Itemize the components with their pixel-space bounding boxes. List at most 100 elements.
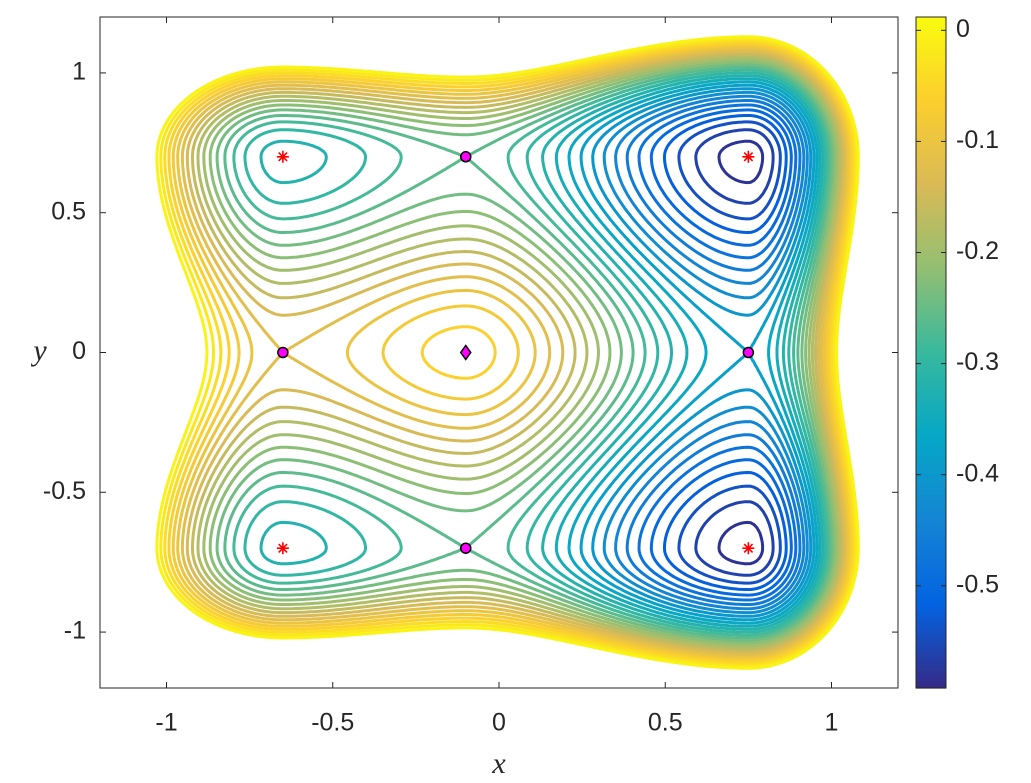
- colorbar-band: [916, 57, 946, 62]
- colorbar-band: [916, 184, 946, 189]
- colorbar-band: [916, 181, 946, 186]
- colorbar-band: [916, 194, 946, 199]
- colorbar-band: [916, 610, 946, 615]
- contour-line: [167, 41, 854, 664]
- contour-line: [159, 37, 858, 668]
- colorbar-band: [916, 677, 946, 682]
- colorbar-band: [916, 100, 946, 105]
- colorbar-band: [916, 590, 946, 595]
- colorbar-band: [916, 516, 946, 521]
- colorbar-band: [916, 513, 946, 518]
- colorbar-band: [916, 117, 946, 122]
- colorbar-band: [916, 530, 946, 535]
- contour-line: [163, 39, 856, 666]
- colorbar-band: [916, 134, 946, 139]
- colorbar-band: [916, 241, 946, 246]
- colorbar-band: [916, 40, 946, 45]
- colorbar-band: [916, 503, 946, 508]
- colorbar-band: [916, 594, 946, 599]
- colorbar-band: [916, 198, 946, 203]
- colorbar-tick-label: -0.2: [956, 237, 999, 265]
- colorbar-band: [916, 164, 946, 169]
- colorbar-band: [916, 191, 946, 196]
- colorbar-band: [916, 322, 946, 327]
- colorbar-band: [916, 647, 946, 652]
- colorbar-band: [916, 33, 946, 38]
- saddle-marker: [742, 346, 755, 359]
- colorbar-band: [916, 587, 946, 592]
- colorbar-band: [916, 604, 946, 609]
- colorbar-band: [916, 543, 946, 548]
- colorbar-band: [916, 151, 946, 156]
- colorbar: [916, 17, 946, 689]
- colorbar-band: [916, 265, 946, 270]
- y-tick-label: -0.5: [43, 477, 86, 505]
- colorbar-band: [916, 127, 946, 132]
- colorbar-band: [916, 412, 946, 417]
- contour-layer: [155, 35, 860, 670]
- colorbar-band: [916, 50, 946, 55]
- contour-line: [232, 68, 830, 637]
- y-tick-label: 1: [72, 58, 86, 86]
- minimum-marker: [276, 542, 289, 555]
- colorbar-band: [916, 308, 946, 313]
- contour-line: [259, 74, 825, 631]
- saddle-marker: [460, 151, 472, 163]
- colorbar-band: [916, 67, 946, 72]
- colorbar-band: [916, 664, 946, 669]
- colorbar-band: [916, 429, 946, 434]
- y-tick-label: 0.5: [51, 197, 86, 225]
- colorbar-band: [916, 23, 946, 28]
- colorbar-band: [916, 651, 946, 656]
- colorbar-band: [916, 154, 946, 159]
- x-tick-label: 0: [492, 709, 506, 737]
- colorbar-band: [916, 332, 946, 337]
- colorbar-band: [916, 121, 946, 125]
- colorbar-band: [916, 392, 946, 397]
- colorbar-band: [916, 201, 946, 206]
- contour-line: [191, 52, 844, 653]
- colorbar-band: [916, 63, 946, 68]
- colorbar-band: [916, 208, 946, 213]
- colorbar-band: [916, 124, 946, 129]
- colorbar-band: [916, 573, 946, 578]
- colorbar-band: [916, 520, 946, 525]
- colorbar-band: [916, 295, 946, 300]
- colorbar-band: [916, 302, 946, 307]
- colorbar-band: [916, 630, 946, 635]
- colorbar-band: [916, 553, 946, 558]
- colorbar-band: [916, 315, 946, 320]
- contour-line: [215, 62, 835, 643]
- contour-line: [223, 65, 833, 640]
- colorbar-band: [916, 221, 946, 226]
- colorbar-band: [916, 644, 946, 649]
- colorbar-band: [916, 419, 946, 424]
- colorbar-band: [916, 70, 946, 75]
- colorbar-band: [916, 607, 946, 612]
- colorbar-band: [916, 459, 946, 464]
- colorbar-band: [916, 490, 946, 495]
- colorbar-band: [916, 422, 946, 427]
- colorbar-band: [916, 268, 946, 273]
- colorbar-band: [916, 476, 946, 481]
- maximum-marker: [459, 344, 472, 361]
- colorbar-band: [916, 537, 946, 541]
- contour-line: [202, 57, 840, 648]
- colorbar-band: [916, 540, 946, 545]
- colorbar-band: [916, 563, 946, 568]
- colorbar-band: [916, 238, 946, 243]
- colorbar-band: [916, 466, 946, 471]
- colorbar-band: [916, 349, 946, 354]
- colorbar-band: [916, 523, 946, 528]
- colorbar-band: [916, 214, 946, 219]
- colorbar-band: [916, 637, 946, 642]
- colorbar-band: [916, 60, 946, 65]
- minimum-marker: [276, 150, 289, 163]
- colorbar-band: [916, 218, 946, 223]
- colorbar-band: [916, 486, 946, 491]
- colorbar-band: [916, 188, 946, 193]
- contour-line: [171, 43, 852, 662]
- colorbar-band: [916, 469, 946, 474]
- colorbar-band: [916, 248, 946, 253]
- colorbar-band: [916, 674, 946, 679]
